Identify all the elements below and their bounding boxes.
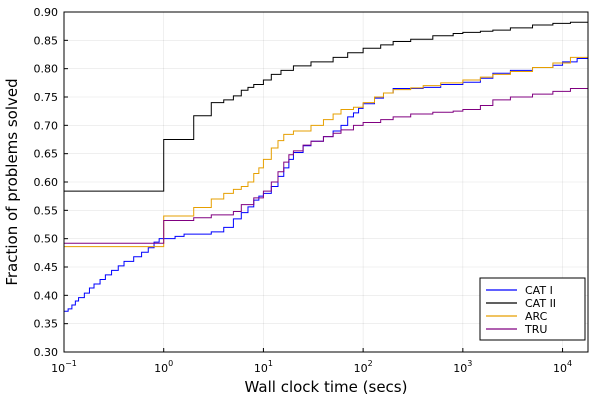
y-tick-label: 0.70: [34, 119, 59, 132]
y-tick-label: 0.75: [34, 91, 59, 104]
x-tick-label: 101: [254, 359, 273, 375]
y-axis-title: Fraction of problems solved: [3, 78, 21, 285]
x-tick-label: 100: [154, 359, 173, 375]
x-axis-title: Wall clock time (secs): [245, 378, 408, 396]
series-line-cat-ii: [64, 19, 589, 192]
x-tick-label: 10−1: [51, 359, 77, 375]
legend-box: [479, 277, 586, 341]
legend-label: CAT II: [525, 297, 556, 310]
x-tick-label: 104: [553, 359, 572, 375]
y-tick-label: 0.55: [34, 204, 59, 217]
y-tick-label: 0.35: [34, 318, 59, 331]
y-tick-label: 0.30: [34, 346, 59, 359]
y-tick-label: 0.90: [34, 6, 59, 19]
y-tick-label: 0.45: [34, 261, 59, 274]
legend-label: ARC: [525, 310, 548, 323]
x-axis-ticks: 10−1 100 101 102 103 104: [51, 348, 572, 375]
y-tick-label: 0.60: [34, 176, 59, 189]
x-tick-label: 103: [453, 359, 472, 375]
y-tick-label: 0.40: [34, 289, 59, 302]
y-tick-label: 0.85: [34, 34, 59, 47]
y-tick-label: 0.50: [34, 233, 59, 246]
y-tick-label: 0.80: [34, 63, 59, 76]
y-axis-ticks: 0.30 0.35 0.40 0.45 0.50 0.55 0.60 0.65 0.70 0.75…: [34, 6, 68, 359]
x-tick-label: 102: [354, 359, 373, 375]
legend-label: CAT I: [525, 284, 553, 297]
legend-label: TRU: [524, 323, 547, 336]
series-line-arc: [64, 52, 589, 248]
series-line-tru: [64, 86, 589, 244]
y-tick-label: 0.65: [34, 148, 59, 161]
series-lines: [64, 19, 589, 312]
